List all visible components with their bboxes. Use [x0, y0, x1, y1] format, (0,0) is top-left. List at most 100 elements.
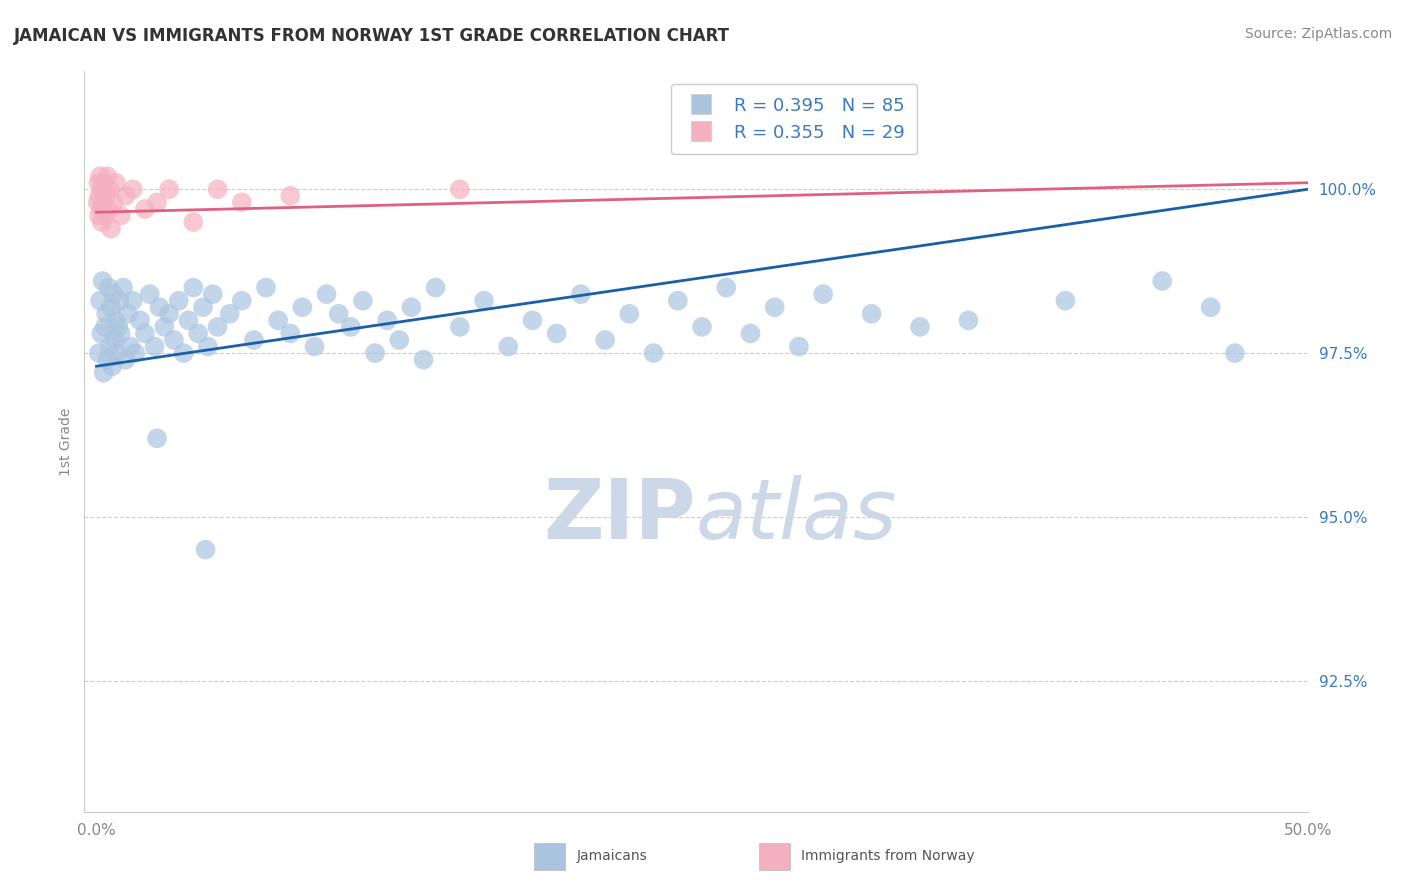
Point — [593, 333, 616, 347]
Point — [153, 319, 176, 334]
Legend: R = 0.395   N = 85, R = 0.355   N = 29: R = 0.395 N = 85, R = 0.355 N = 29 — [671, 84, 917, 154]
Point — [134, 202, 156, 216]
Point — [328, 307, 350, 321]
Point — [157, 182, 180, 196]
Point — [110, 326, 132, 341]
Point — [86, 195, 108, 210]
Point — [231, 195, 253, 210]
Point — [546, 326, 568, 341]
Point — [619, 307, 641, 321]
Point — [201, 287, 224, 301]
Point — [117, 307, 139, 321]
Point — [191, 300, 214, 314]
Point — [97, 202, 120, 216]
Point — [94, 319, 117, 334]
Text: atlas: atlas — [696, 475, 897, 556]
Point — [207, 319, 229, 334]
Point — [129, 313, 152, 327]
Point — [103, 195, 125, 210]
Point — [177, 313, 200, 327]
Point — [91, 195, 114, 210]
Point — [87, 209, 110, 223]
Point — [496, 339, 519, 353]
Point — [763, 300, 786, 314]
Point — [472, 293, 495, 308]
Point — [173, 346, 195, 360]
Point — [94, 209, 117, 223]
Point — [388, 333, 411, 347]
Point — [98, 182, 121, 196]
Point — [787, 339, 810, 353]
Point — [108, 293, 131, 308]
Point — [860, 307, 883, 321]
Point — [87, 346, 110, 360]
Point — [231, 293, 253, 308]
Point — [87, 176, 110, 190]
Point — [120, 339, 142, 353]
Point — [666, 293, 689, 308]
Point — [121, 293, 143, 308]
Point — [148, 300, 170, 314]
Text: JAMAICAN VS IMMIGRANTS FROM NORWAY 1ST GRADE CORRELATION CHART: JAMAICAN VS IMMIGRANTS FROM NORWAY 1ST G… — [14, 27, 730, 45]
Point — [101, 359, 124, 374]
Point — [304, 339, 326, 353]
Point — [139, 287, 162, 301]
Point — [291, 300, 314, 314]
Point — [163, 333, 186, 347]
Point — [96, 189, 118, 203]
Point — [105, 346, 128, 360]
Point — [104, 176, 127, 190]
Point — [412, 352, 434, 367]
Point — [114, 352, 136, 367]
Point — [121, 182, 143, 196]
Point — [89, 293, 111, 308]
Text: Jamaicans: Jamaicans — [576, 849, 647, 863]
Point — [112, 280, 135, 294]
Point — [218, 307, 240, 321]
Point — [90, 182, 112, 196]
Point — [401, 300, 423, 314]
Point — [957, 313, 980, 327]
Point — [449, 182, 471, 196]
Point — [110, 209, 132, 223]
Point — [449, 319, 471, 334]
Point — [1223, 346, 1246, 360]
Point — [1152, 274, 1174, 288]
Point — [90, 215, 112, 229]
Point — [643, 346, 665, 360]
Point — [716, 280, 738, 294]
Point — [278, 189, 301, 203]
Point — [89, 169, 111, 184]
Point — [103, 287, 125, 301]
Point — [157, 307, 180, 321]
Point — [425, 280, 447, 294]
Point — [134, 326, 156, 341]
Point — [183, 215, 205, 229]
Point — [243, 333, 266, 347]
Point — [522, 313, 544, 327]
Point — [207, 182, 229, 196]
Point — [100, 300, 122, 314]
Point — [254, 280, 277, 294]
Point — [315, 287, 337, 301]
Text: Source: ZipAtlas.com: Source: ZipAtlas.com — [1244, 27, 1392, 41]
Point — [107, 319, 129, 334]
Point — [96, 307, 118, 321]
Point — [364, 346, 387, 360]
Point — [100, 221, 122, 235]
Point — [104, 333, 127, 347]
Point — [194, 542, 217, 557]
Point — [811, 287, 834, 301]
Point — [93, 366, 115, 380]
Point — [340, 319, 363, 334]
Text: Immigrants from Norway: Immigrants from Norway — [801, 849, 974, 863]
Point — [352, 293, 374, 308]
Point — [167, 293, 190, 308]
Point — [98, 339, 121, 353]
Point — [146, 195, 169, 210]
Text: ZIP: ZIP — [544, 475, 696, 556]
Point — [96, 169, 118, 184]
Point — [146, 431, 169, 445]
Point — [908, 319, 931, 334]
Point — [278, 326, 301, 341]
